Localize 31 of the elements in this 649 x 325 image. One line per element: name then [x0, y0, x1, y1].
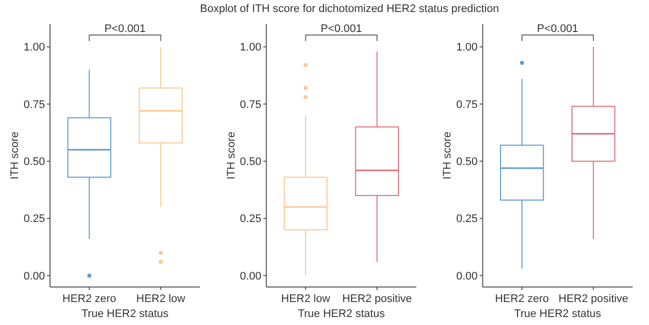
y-tick-label: 0.00 [240, 270, 262, 282]
x-axis-title: True HER2 status [298, 308, 386, 320]
y-tick-label: 0.75 [240, 98, 262, 111]
y-tick-label: 0.00 [24, 270, 45, 282]
y-axis-title: ITH score [225, 132, 238, 180]
y-axis-title: ITH score [9, 132, 21, 180]
y-tick-label: 0.75 [456, 98, 478, 111]
y-tick-label: 1.00 [240, 42, 262, 54]
y-tick-label: 0.00 [456, 270, 478, 282]
y-tick-label: 0.25 [24, 213, 45, 226]
y-tick-label: 0.25 [240, 213, 262, 226]
y-tick-label: 0.50 [24, 156, 45, 168]
x-axis-title: True HER2 status [514, 308, 602, 320]
y-tick-label: 1.00 [24, 42, 45, 54]
x-tick-label: HER2 positive [342, 293, 412, 305]
y-axis-title: ITH score [442, 132, 454, 180]
x-tick-label: HER2 zero [62, 293, 116, 305]
chart-title: Boxplot of ITH score for dichotomized HER2 status prediction [200, 3, 499, 15]
x-tick-label: HER2 low [136, 293, 186, 305]
x-tick-label: HER2 positive [558, 293, 628, 305]
y-tick-label: 1.00 [456, 42, 478, 54]
annotation: P<0.001 [104, 23, 146, 35]
x-axis-title: True HER2 status [81, 308, 170, 320]
y-tick-label: 0.50 [240, 156, 262, 168]
x-tick-label: HER2 zero [495, 293, 549, 305]
annotation: P<0.001 [537, 23, 578, 35]
x-tick-label: HER2 low [281, 293, 330, 305]
y-tick-label: 0.75 [24, 98, 45, 111]
annotation: P<0.001 [320, 23, 362, 35]
y-tick-label: 0.50 [456, 156, 478, 168]
y-tick-label: 0.25 [456, 213, 478, 226]
